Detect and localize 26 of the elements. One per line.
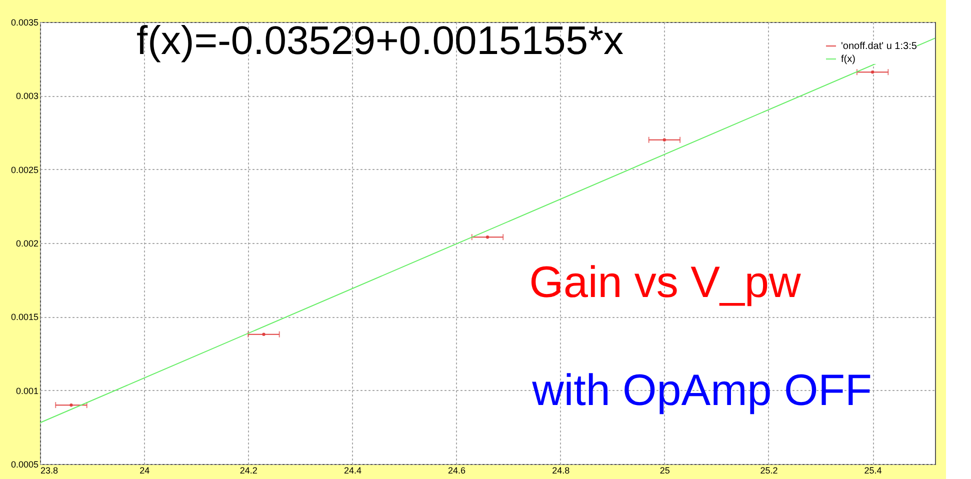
x-tick-label: 24.8 — [552, 466, 570, 476]
y-tick-label: 0.002 — [16, 238, 38, 248]
x-tick-label: 23.8 — [40, 466, 58, 476]
legend-label: 'onoff.dat' u 1:3:5 — [841, 41, 918, 52]
y-tick-label: 0.001 — [16, 386, 38, 396]
x-tick-label: 25 — [660, 466, 670, 476]
x-tick-label: 24.2 — [240, 466, 258, 476]
y-tick-label: 0.003 — [16, 91, 38, 102]
point — [662, 138, 666, 142]
x-tick-label: 24.6 — [448, 466, 466, 476]
y-tick-label: 0.0005 — [10, 460, 38, 470]
x-tick-label: 25.2 — [760, 466, 778, 476]
x-tick-label: 24.4 — [344, 466, 362, 476]
y-tick-label: 0.0035 — [10, 18, 38, 28]
annotation: Gain vs V_pw — [529, 258, 801, 307]
y-tick-label: 0.0015 — [10, 312, 38, 322]
x-tick-label: 24 — [140, 466, 150, 476]
annotation: f(x)=-0.03529+0.0015155*x — [136, 19, 624, 63]
point — [870, 70, 874, 74]
legend-label: f(x) — [841, 54, 856, 65]
x-tick-label: 25.4 — [864, 466, 882, 476]
y-tick-label: 0.0025 — [10, 164, 38, 175]
annotation: with OpAmp OFF — [531, 366, 872, 415]
point — [262, 332, 266, 336]
point — [486, 236, 490, 239]
point — [70, 403, 73, 407]
